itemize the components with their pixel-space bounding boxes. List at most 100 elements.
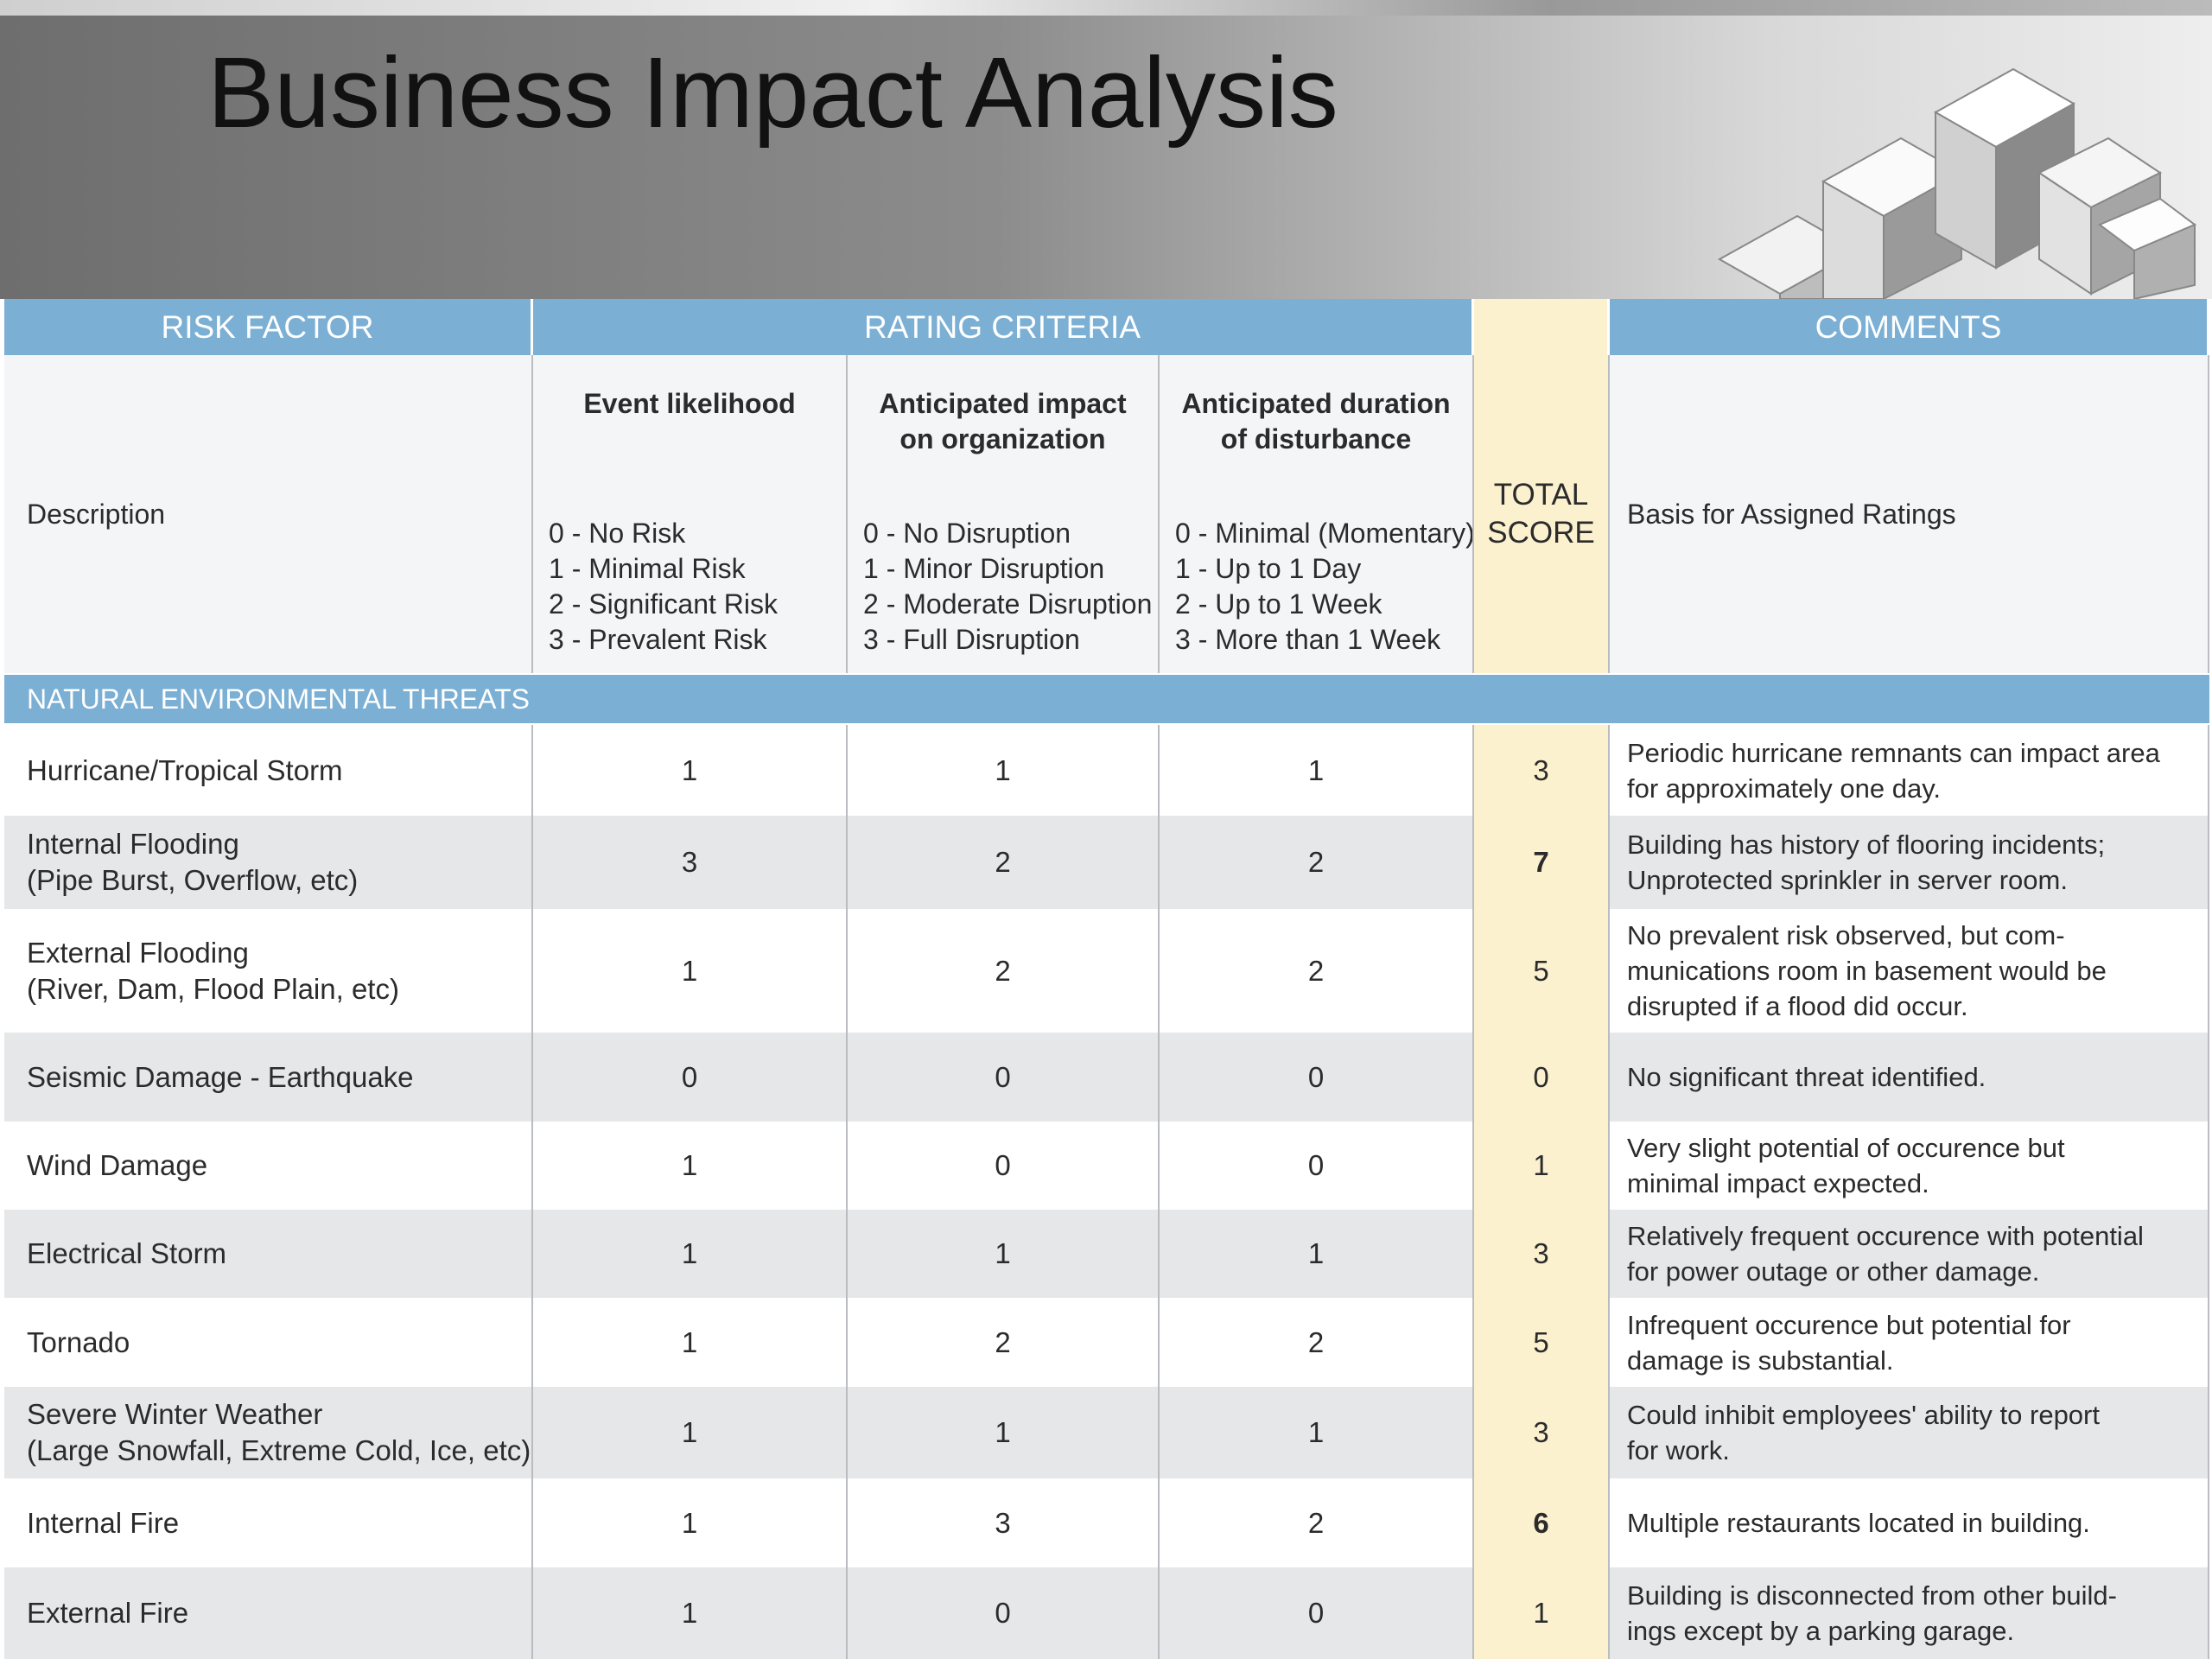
comment: Periodic hurricane remnants can impact a… <box>1610 725 2209 816</box>
risk-factor: Internal Fire <box>4 1478 533 1567</box>
rating: 3 <box>848 1478 1160 1567</box>
group-header: COMMENTS <box>1610 299 2209 355</box>
comment-line: Building is disconnected from other buil… <box>1627 1580 2117 1611</box>
rating-value: 2 <box>995 846 1011 878</box>
rating-value: 2 <box>1307 1506 1325 1539</box>
heading-line: Anticipated impact <box>879 388 1127 419</box>
total-value: 1 <box>1533 1597 1549 1629</box>
factor-line: Seismic Damage - Earthquake <box>27 1060 414 1093</box>
total-label-line: TOTAL <box>1493 478 1589 512</box>
title: Business Impact Analysis <box>207 36 1338 149</box>
comment: Infrequent occurence but potential for da… <box>1610 1298 2209 1387</box>
rating-value: 0 <box>681 1060 698 1093</box>
rating-value: 1 <box>681 753 698 786</box>
level-line: 0 - Minimal (Momentary) <box>1175 518 1474 549</box>
factor-line: Internal Fire <box>27 1506 180 1539</box>
comment-line: ings except by a parking garage. <box>1627 1616 2015 1646</box>
total-value: 7 <box>1533 846 1549 878</box>
risk-factor: Tornado <box>4 1298 533 1387</box>
factor-line: (Pipe Burst, Overflow, etc) <box>27 864 359 896</box>
rating: 2 <box>1160 909 1474 1033</box>
rating-value: 1 <box>1307 1416 1325 1448</box>
factor-line: External Flooding <box>27 936 249 969</box>
total-score: 5 <box>1474 909 1610 1033</box>
comment-line: Unprotected sprinkler in server room. <box>1627 865 2068 895</box>
rating: 1 <box>533 1387 848 1478</box>
rating: 1 <box>1160 1210 1474 1298</box>
heading-line: on organization <box>899 423 1106 454</box>
risk-factor: Hurricane/Tropical Storm <box>4 725 533 816</box>
factor-line: Wind Damage <box>27 1149 208 1181</box>
total-value: 3 <box>1533 1237 1549 1269</box>
cube-art <box>1717 67 2196 299</box>
label: Description <box>27 498 166 530</box>
rating-value: 1 <box>681 1416 698 1448</box>
rating-value: 1 <box>995 753 1011 786</box>
rating: 1 <box>1160 725 1474 816</box>
criteria-levels: 0 - No Risk 1 - Minimal Risk 2 - Significa… <box>533 516 846 658</box>
rating: 0 <box>533 1033 848 1122</box>
description-label: Description <box>4 355 533 673</box>
total-score: 0 <box>1474 1033 1610 1122</box>
rating: 1 <box>533 1210 848 1298</box>
rating-value: 0 <box>995 1597 1011 1629</box>
rating: 1 <box>848 1387 1160 1478</box>
risk-factor: Seismic Damage - Earthquake <box>4 1033 533 1122</box>
rating: 0 <box>848 1567 1160 1659</box>
heading-line: of disturbance <box>1220 423 1412 454</box>
level-line: 2 - Up to 1 Week <box>1175 588 1382 620</box>
criteria-levels: 0 - Minimal (Momentary) 1 - Up to 1 Day 2 … <box>1160 516 1472 658</box>
rating-value: 1 <box>681 1597 698 1629</box>
factor-line: Tornado <box>27 1325 130 1358</box>
comment: Very slight potential of occurence but mi… <box>1610 1122 2209 1210</box>
label: Basis for Assigned Ratings <box>1627 498 1956 530</box>
rating: 0 <box>848 1033 1160 1122</box>
level-line: 2 - Significant Risk <box>549 588 778 620</box>
rating: 1 <box>1160 1387 1474 1478</box>
comment-line: Relatively frequent occurence with poten… <box>1627 1221 2144 1251</box>
rating: 1 <box>533 725 848 816</box>
rating-value: 2 <box>995 1325 1011 1358</box>
comment-line: disrupted if a flood did occur. <box>1627 991 1968 1021</box>
level-line: 3 - Full Disruption <box>863 624 1080 655</box>
level-line: 3 - Prevalent Risk <box>549 624 767 655</box>
factor-line: Hurricane/Tropical Storm <box>27 753 343 786</box>
criteria-heading: Anticipated duration of disturbance <box>1160 386 1472 473</box>
rating-value: 1 <box>681 1237 698 1269</box>
comment-line: Could inhibit employees' ability to repo… <box>1627 1400 2100 1430</box>
rating-value: 1 <box>1307 753 1325 786</box>
rating: 1 <box>848 1210 1160 1298</box>
banner-strip <box>0 0 2212 16</box>
total-value: 3 <box>1533 753 1549 786</box>
factor-line: (River, Dam, Flood Plain, etc) <box>27 972 399 1005</box>
comment-line: munications room in basement would be <box>1627 956 2107 986</box>
rating: 1 <box>533 1122 848 1210</box>
rating: 2 <box>1160 816 1474 909</box>
group-header: RISK FACTOR <box>4 299 533 355</box>
total-header <box>1474 299 1610 355</box>
comment-line: Very slight potential of occurence but <box>1627 1133 2065 1163</box>
rating: 0 <box>1160 1033 1474 1122</box>
heading-line: Anticipated duration <box>1181 388 1451 419</box>
group-header: RATING CRITERIA <box>533 299 1474 355</box>
risk-factor: External Fire <box>4 1567 533 1659</box>
total-value: 3 <box>1533 1416 1549 1448</box>
comment-line: Infrequent occurence but potential for <box>1627 1309 2071 1340</box>
comment: No significant threat identified. <box>1610 1033 2209 1122</box>
total-score: 1 <box>1474 1122 1610 1210</box>
comment-line: minimal impact expected. <box>1627 1168 1929 1198</box>
rating-value: 3 <box>681 846 698 878</box>
risk-factor: Electrical Storm <box>4 1210 533 1298</box>
rating-value: 1 <box>681 1506 698 1539</box>
group-label: COMMENTS <box>1815 308 2002 345</box>
rating: 3 <box>533 816 848 909</box>
rating: 0 <box>848 1122 1160 1210</box>
rating-value: 1 <box>995 1416 1011 1448</box>
rating-value: 0 <box>995 1149 1011 1181</box>
level-line: 1 - Up to 1 Day <box>1175 553 1362 584</box>
level-line: 3 - More than 1 Week <box>1175 624 1441 655</box>
total-value: 5 <box>1533 954 1549 987</box>
comment-line: No significant threat identified. <box>1627 1062 1986 1092</box>
